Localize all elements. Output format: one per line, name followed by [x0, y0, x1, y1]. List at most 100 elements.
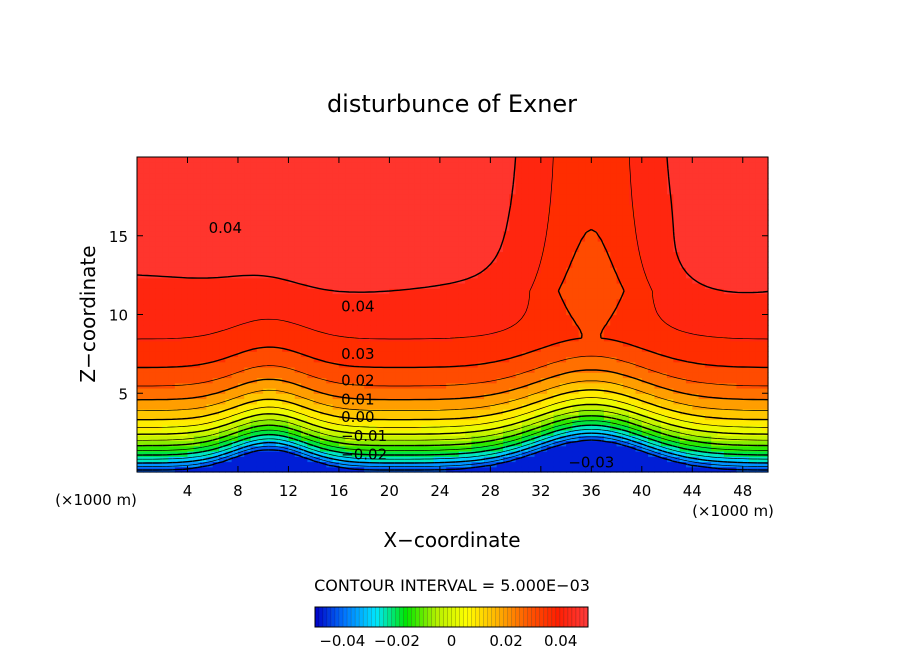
- field-cell: [572, 288, 580, 295]
- field-cell: [376, 340, 384, 347]
- field-cell: [288, 199, 296, 205]
- field-cell: [326, 204, 334, 211]
- field-cell: [370, 293, 378, 300]
- field-cell: [263, 262, 271, 268]
- field-cell: [237, 419, 245, 426]
- field-cell: [654, 445, 662, 452]
- field-cell: [559, 225, 567, 232]
- field-cell: [439, 440, 447, 447]
- field-cell: [168, 262, 176, 268]
- field-cell: [528, 256, 536, 263]
- field-cell: [137, 409, 144, 415]
- field-cell: [275, 246, 283, 253]
- field-cell: [383, 330, 390, 337]
- field-cell: [338, 230, 346, 237]
- field-cell: [648, 388, 656, 394]
- field-cell: [162, 440, 170, 447]
- field-cell: [326, 319, 334, 326]
- field-cell: [654, 440, 662, 447]
- field-cell: [452, 214, 460, 221]
- field-cell: [389, 403, 397, 410]
- field-cell: [654, 461, 662, 468]
- field-cell: [395, 414, 403, 421]
- field-cell: [591, 409, 599, 415]
- field-cell: [162, 435, 170, 442]
- field-cell: [137, 314, 144, 321]
- field-cell: [212, 377, 220, 384]
- field-cell: [502, 304, 510, 310]
- field-cell: [540, 361, 548, 368]
- field-cell: [364, 430, 372, 436]
- field-cell: [168, 435, 176, 442]
- field-cell: [597, 277, 605, 284]
- field-cell: [219, 298, 226, 305]
- field-cell: [629, 214, 637, 221]
- field-cell: [433, 193, 441, 200]
- field-cell: [250, 314, 258, 321]
- field-cell: [648, 346, 656, 352]
- field-cell: [351, 162, 359, 169]
- field-cell: [446, 277, 454, 284]
- field-cell: [301, 188, 308, 195]
- field-cell: [275, 293, 283, 300]
- field-cell: [408, 356, 416, 363]
- field-cell: [193, 335, 201, 342]
- field-cell: [193, 298, 201, 305]
- field-cell: [458, 209, 466, 216]
- field-cell: [345, 157, 353, 163]
- field-cell: [174, 424, 182, 431]
- field-cell: [547, 451, 555, 457]
- field-cell: [219, 256, 226, 263]
- field-cell: [427, 162, 435, 169]
- field-cell: [174, 225, 182, 232]
- field-cell: [332, 241, 340, 247]
- field-cell: [155, 346, 163, 352]
- field-cell: [414, 304, 422, 310]
- field-cell: [250, 298, 258, 305]
- field-cell: [162, 162, 170, 169]
- field-cell: [187, 335, 195, 342]
- field-cell: [427, 435, 435, 442]
- field-cell: [143, 225, 151, 232]
- field-cell: [502, 466, 510, 473]
- field-cell: [660, 430, 668, 436]
- field-cell: [326, 167, 334, 174]
- field-cell: [458, 162, 466, 169]
- field-cell: [622, 214, 630, 221]
- field-cell: [641, 356, 649, 363]
- field-cell: [200, 251, 208, 258]
- field-cell: [521, 246, 529, 253]
- field-cell: [553, 414, 561, 421]
- field-cell: [484, 372, 491, 379]
- field-cell: [256, 193, 264, 200]
- field-cell: [414, 367, 422, 373]
- field-cell: [402, 267, 409, 274]
- field-cell: [616, 309, 624, 316]
- field-cell: [168, 372, 176, 379]
- field-cell: [420, 424, 428, 431]
- field-cell: [326, 209, 334, 216]
- field-cell: [231, 304, 239, 310]
- field-cell: [137, 335, 144, 342]
- field-cell: [383, 241, 390, 247]
- field-cell: [521, 298, 529, 305]
- field-cell: [301, 325, 308, 331]
- field-cell: [338, 351, 346, 358]
- field-cell: [250, 393, 258, 400]
- field-cell: [370, 398, 378, 405]
- field-cell: [490, 157, 498, 163]
- field-cell: [540, 367, 548, 373]
- field-cell: [206, 298, 214, 305]
- field-cell: [534, 288, 542, 295]
- field-cell: [402, 340, 409, 347]
- field-cell: [244, 403, 252, 410]
- field-cell: [521, 372, 529, 379]
- field-cell: [181, 204, 189, 211]
- field-cell: [521, 183, 529, 190]
- field-cell: [282, 466, 290, 473]
- field-cell: [282, 440, 290, 447]
- field-cell: [301, 235, 308, 242]
- field-cell: [559, 230, 567, 237]
- field-cell: [414, 262, 422, 268]
- field-cell: [629, 220, 637, 226]
